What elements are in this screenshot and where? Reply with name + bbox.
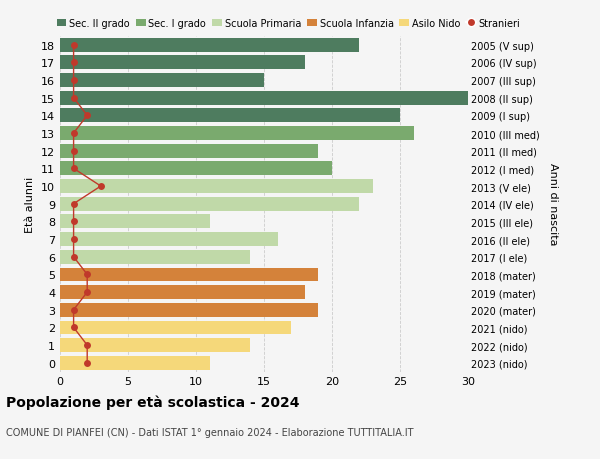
- Bar: [60, 356, 209, 370]
- Bar: [60, 338, 250, 352]
- Bar: [60, 56, 305, 70]
- Text: COMUNE DI PIANFEI (CN) - Dati ISTAT 1° gennaio 2024 - Elaborazione TUTTITALIA.IT: COMUNE DI PIANFEI (CN) - Dati ISTAT 1° g…: [6, 427, 413, 437]
- Bar: [60, 233, 278, 246]
- Y-axis label: Età alunni: Età alunni: [25, 176, 35, 232]
- Bar: [60, 250, 250, 264]
- Bar: [60, 303, 319, 317]
- Bar: [60, 180, 373, 194]
- Bar: [60, 39, 359, 52]
- Legend: Sec. II grado, Sec. I grado, Scuola Primaria, Scuola Infanzia, Asilo Nido, Stran: Sec. II grado, Sec. I grado, Scuola Prim…: [57, 18, 521, 28]
- Text: Popolazione per età scolastica - 2024: Popolazione per età scolastica - 2024: [6, 395, 299, 409]
- Bar: [60, 268, 319, 282]
- Bar: [60, 127, 413, 140]
- Y-axis label: Anni di nascita: Anni di nascita: [548, 163, 558, 246]
- Bar: [60, 109, 400, 123]
- Bar: [60, 197, 359, 211]
- Bar: [60, 162, 332, 176]
- Bar: [60, 74, 264, 88]
- Bar: [60, 285, 305, 299]
- Bar: [60, 215, 209, 229]
- Bar: [60, 91, 468, 105]
- Bar: [60, 321, 291, 335]
- Bar: [60, 145, 319, 158]
